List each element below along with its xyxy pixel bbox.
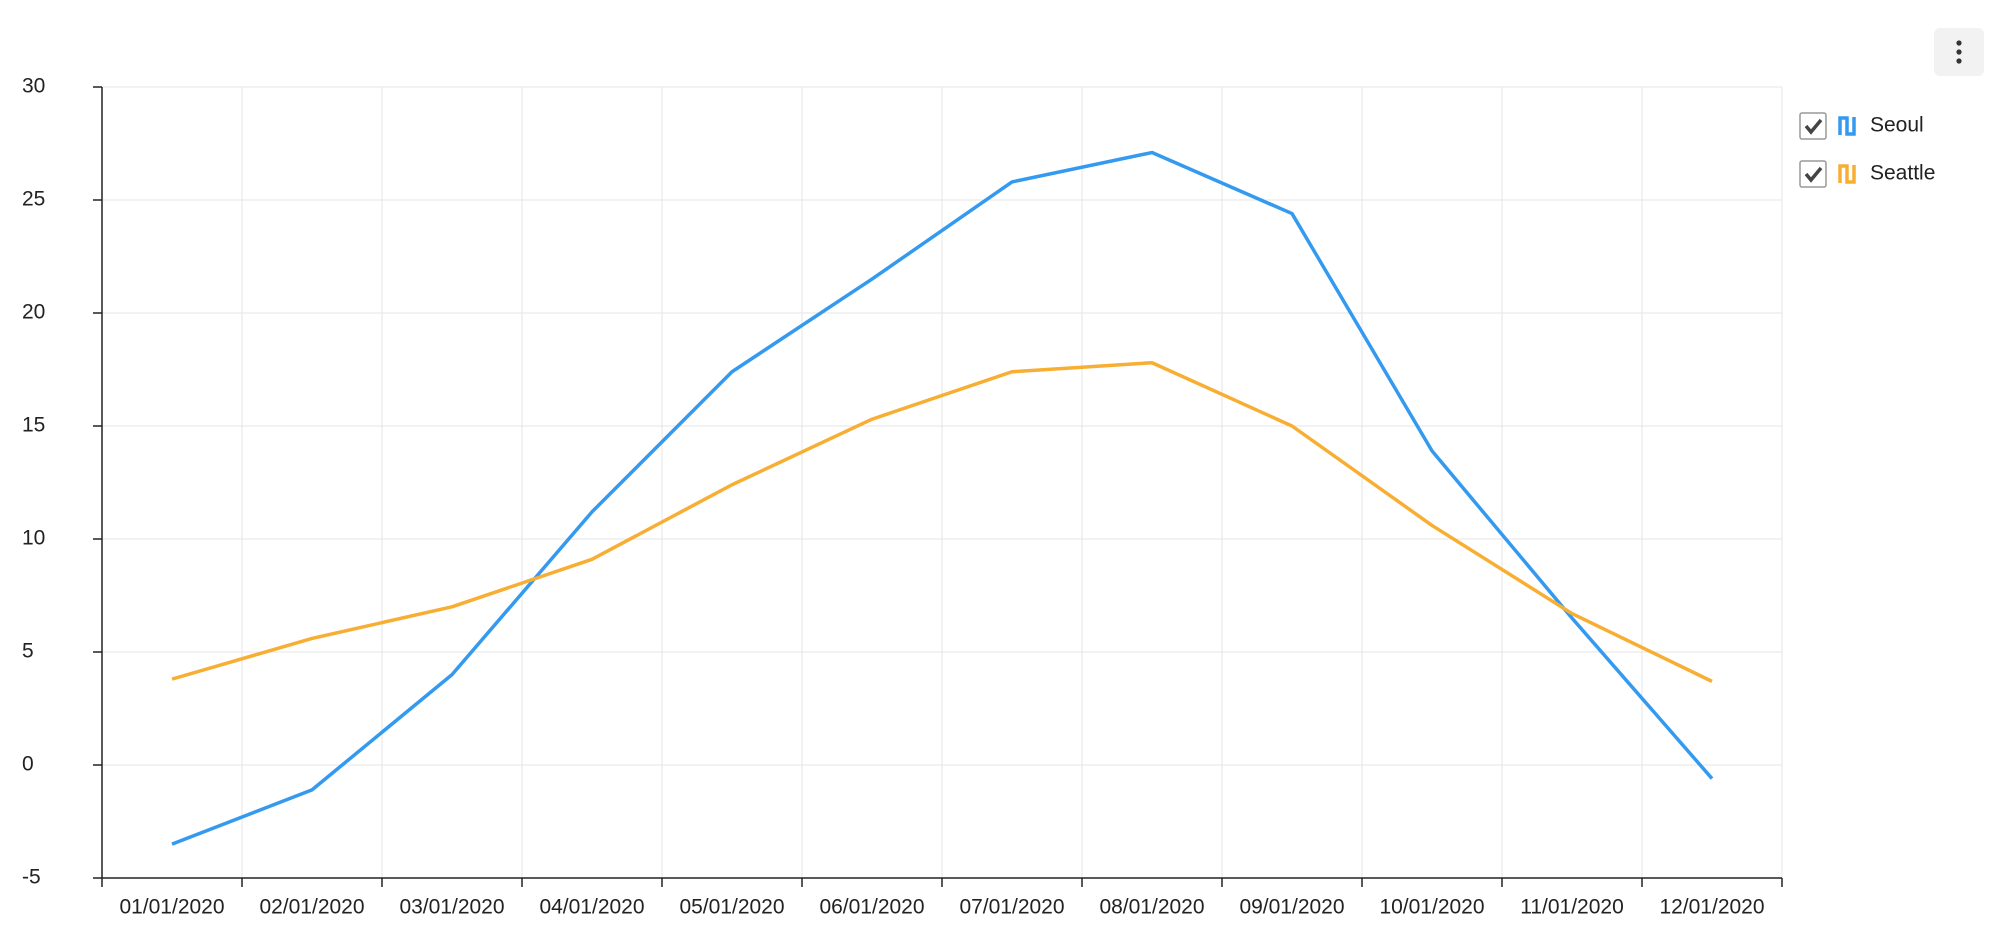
menu-button[interactable] — [1934, 28, 1984, 76]
legend-check — [1804, 166, 1823, 183]
legend-icon — [1838, 116, 1856, 136]
menu-dot — [1956, 58, 1962, 64]
legend-check — [1804, 118, 1823, 135]
menu-dot — [1956, 49, 1962, 55]
y-tick-label: 10 — [22, 527, 45, 550]
y-tick-label: 25 — [22, 188, 45, 211]
x-tick-label: 09/01/2020 — [1239, 896, 1344, 919]
series-line — [171, 150, 1714, 846]
series-line — [171, 360, 1713, 683]
legend-label[interactable]: Seoul — [1870, 114, 1924, 137]
x-tick-label: 07/01/2020 — [959, 896, 1064, 919]
y-tick-label: 20 — [22, 301, 45, 324]
x-tick-label: 08/01/2020 — [1099, 896, 1204, 919]
x-tick-label: 12/01/2020 — [1659, 896, 1764, 919]
x-tick-label: 06/01/2020 — [819, 896, 924, 919]
x-tick-label: 01/01/2020 — [119, 896, 224, 919]
menu-dot — [1956, 40, 1962, 46]
legend-label[interactable]: Seattle — [1870, 162, 1935, 185]
x-tick-label: 04/01/2020 — [539, 896, 644, 919]
y-tick-label: 0 — [22, 753, 34, 776]
legend-checkbox[interactable] — [1799, 160, 1827, 188]
y-tick-label: -5 — [22, 866, 41, 889]
x-tick-label: 05/01/2020 — [679, 896, 784, 919]
x-tick-label: 03/01/2020 — [399, 896, 504, 919]
legend-icon — [1838, 164, 1856, 184]
x-tick-label: 11/01/2020 — [1520, 896, 1624, 919]
x-tick-label: 02/01/2020 — [259, 896, 364, 919]
y-tick-label: 30 — [22, 75, 45, 98]
legend-checkbox[interactable] — [1799, 112, 1827, 140]
x-tick-label: 10/01/2020 — [1379, 896, 1484, 919]
y-tick-label: 15 — [22, 414, 45, 437]
y-tick-label: 5 — [22, 640, 34, 663]
